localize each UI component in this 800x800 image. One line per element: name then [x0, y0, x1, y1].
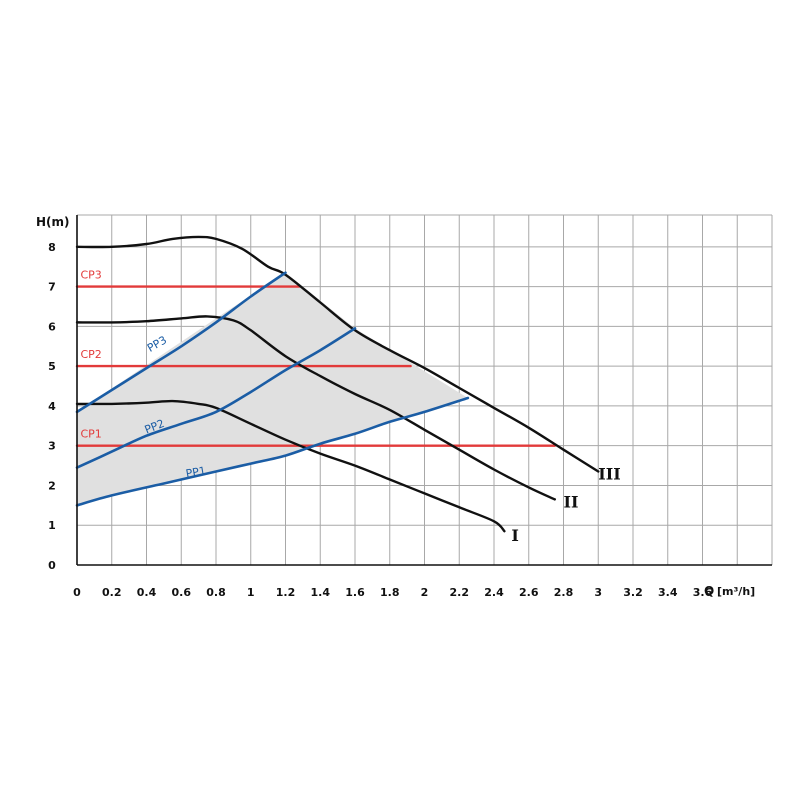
x-tick-label: 3	[594, 586, 602, 599]
y-tick-label: 2	[48, 479, 56, 492]
tick-labels: 0 0.2 0.4 0.6 0.8 1 1.2 1.4 1.6 1.8 2 2.2 2.4 2.6 2.8 3…	[48, 241, 712, 599]
x-axis-unit: [m³/h]	[717, 585, 755, 598]
x-tick-label: 1.2	[276, 586, 296, 599]
x-tick-label: 1.6	[345, 586, 365, 599]
x-tick-label: 0.4	[137, 586, 157, 599]
x-tick-label: 2	[421, 586, 429, 599]
series-line-iii	[75, 235, 600, 473]
annotation-iii: III	[598, 464, 620, 483]
annotation-cp2: CP2	[80, 348, 101, 361]
series-line-pp3	[75, 271, 287, 414]
x-tick-label: 0.8	[206, 586, 226, 599]
series-line-pp1	[75, 396, 470, 507]
x-tick-label: 1.8	[380, 586, 400, 599]
axes	[76, 215, 772, 566]
x-tick-label: 2.4	[484, 586, 504, 599]
y-tick-label: 3	[48, 440, 56, 453]
x-tick-label: 1.4	[311, 586, 331, 599]
x-tick-label: 0.2	[102, 586, 122, 599]
y-tick-label: 5	[48, 360, 56, 373]
annotation-cp3: CP3	[80, 269, 101, 282]
x-tick-label: 3.4	[658, 586, 678, 599]
annotation-ii: II	[564, 492, 579, 511]
y-axis-label: H(m)	[36, 215, 70, 229]
y-tick-label: 0	[48, 559, 56, 572]
x-tick-label: 0	[73, 586, 81, 599]
y-tick-label: 7	[48, 281, 56, 294]
y-tick-label: 8	[48, 241, 56, 254]
x-tick-label: 2.8	[554, 586, 574, 599]
annotation-cp1: CP1	[80, 428, 101, 441]
y-tick-label: 4	[48, 400, 56, 413]
x-tick-label: 2.2	[450, 586, 470, 599]
x-axis-label: Q	[704, 584, 714, 598]
annotation-pp1: PP1	[185, 464, 207, 480]
series-line-ii	[75, 315, 556, 501]
y-tick-label: 6	[48, 320, 56, 333]
y-tick-label: 1	[48, 519, 56, 532]
operating-region	[77, 272, 468, 506]
x-tick-label: 3.6	[693, 586, 713, 599]
series-lines	[75, 235, 600, 533]
shaded-operating-area	[77, 272, 468, 506]
x-tick-label: 3.2	[623, 586, 643, 599]
x-tick-label: 0.6	[172, 586, 192, 599]
annotation-pp3: PP3	[145, 333, 169, 354]
series-line-pp2	[75, 327, 357, 469]
series-line-i	[75, 399, 506, 533]
x-tick-label: 2.6	[519, 586, 539, 599]
x-tick-label: 1	[247, 586, 255, 599]
annotation-i: I	[511, 526, 518, 545]
